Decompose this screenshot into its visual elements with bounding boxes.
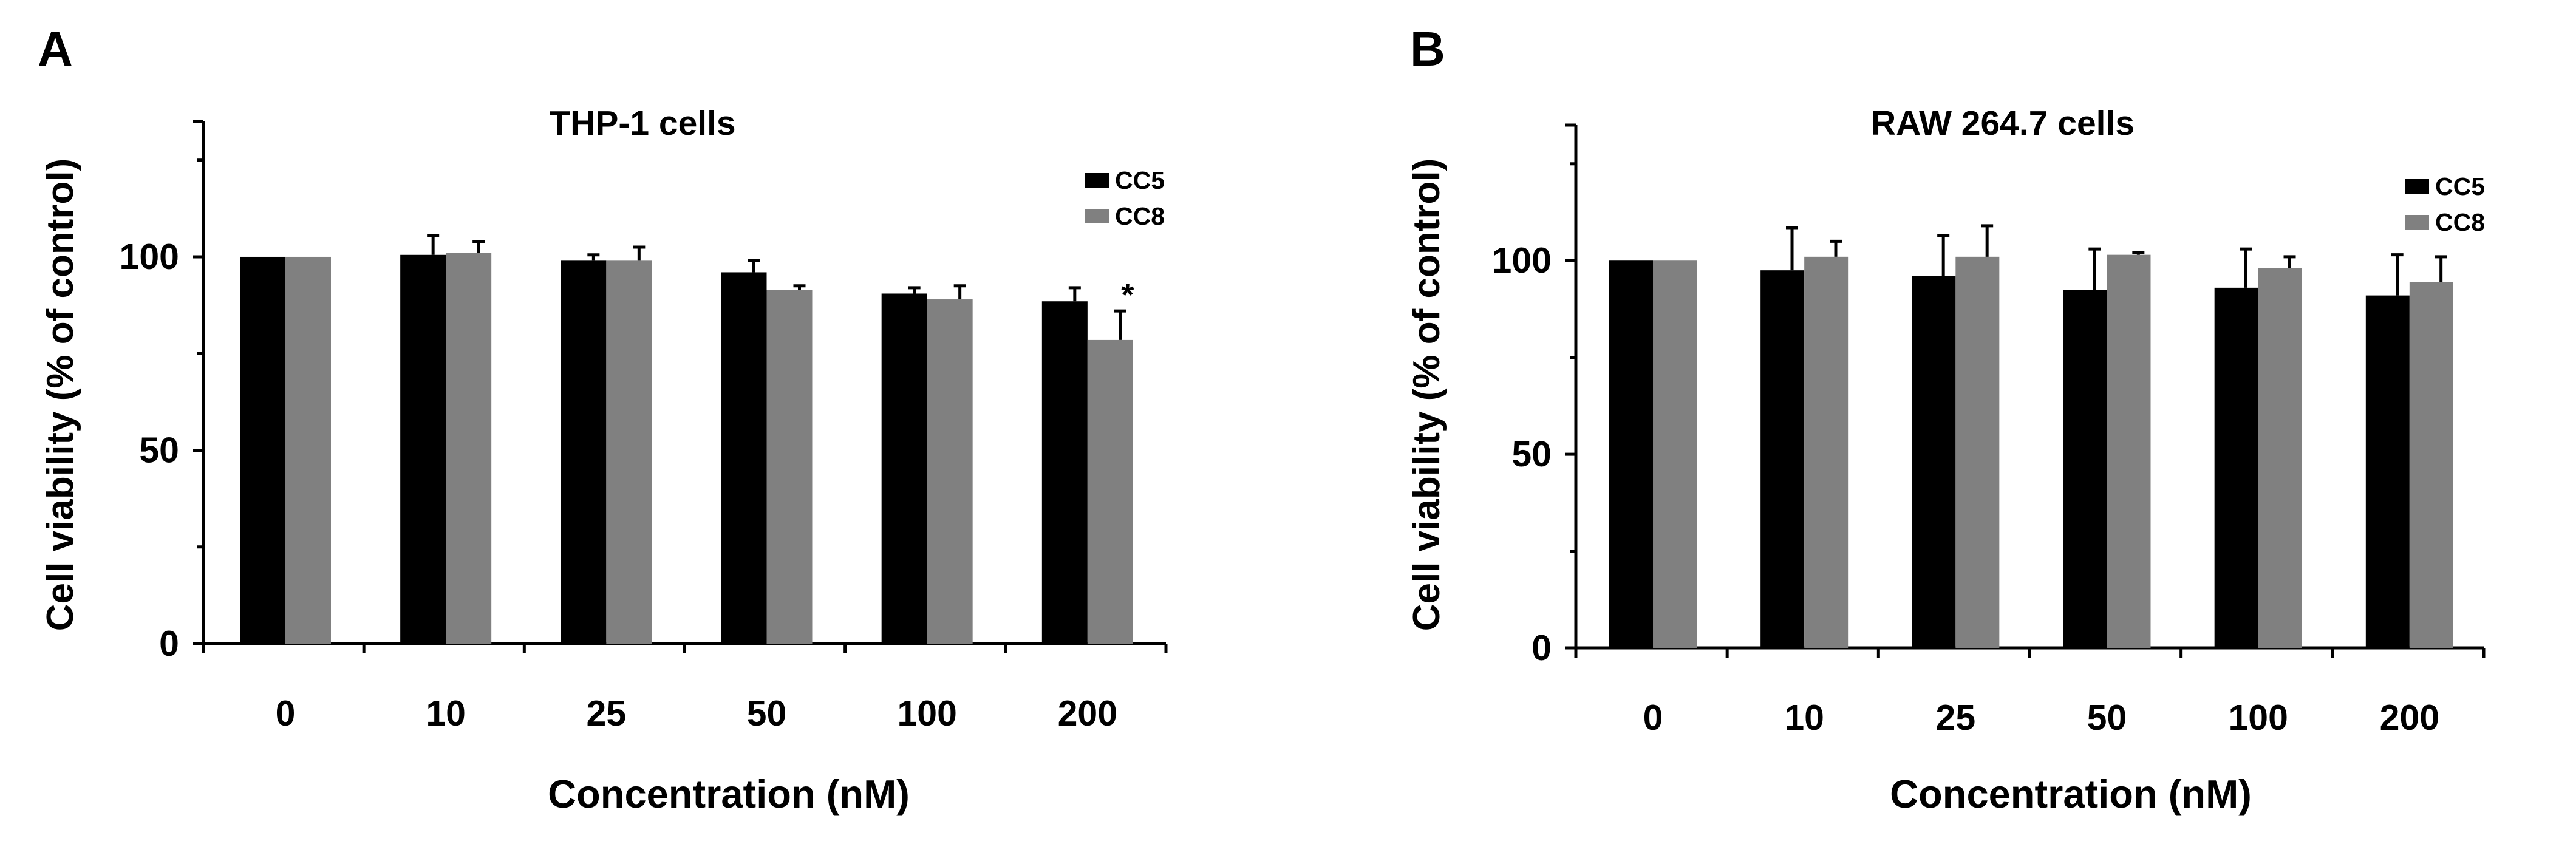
chart-a-x-axis-label: Concentration (nM) [548,772,910,816]
chart-a-x-tick-label: 50 [747,693,787,733]
chart-b-legend-swatch-cc5 [2405,179,2429,194]
chart-a-bar-cc5-25 [561,260,607,644]
chart-a-x-tick-label: 100 [897,693,956,733]
chart-b-y-tick-label: 50 [1511,434,1552,474]
chart-a-legend-label-cc5: CC5 [1115,166,1165,194]
chart-a-bar-cc5-100 [881,293,927,644]
chart-a-y-axis-label: Cell viability (% of control) [39,158,81,631]
chart-a-legend-swatch-cc8 [1085,209,1109,223]
chart-a-plot: 0 50 100 0 10 25 50 100 * 200 CC5 CC8 [120,120,1168,733]
chart-a-title: THP-1 cells [549,104,735,143]
chart-a-bar-cc8-200 [1087,339,1133,644]
chart-a-y-tick-label: 50 [139,430,179,470]
chart-a-x-tick-label: 25 [587,693,627,733]
chart-b-x-tick-label: 0 [1643,698,1663,738]
chart-b-bar-cc5-200 [2365,295,2410,648]
chart-b-y-tick-label: 0 [1532,628,1552,668]
chart-a-y-tick-label: 100 [120,237,179,277]
chart-a-x-tick-label: 0 [276,693,296,733]
chart-b-legend-label-cc8: CC8 [2435,208,2485,236]
chart-a-bar-cc5-50 [721,272,767,644]
chart-a-significance-mark: * [1121,277,1134,313]
chart-a-x-tick-label: 200 [1058,693,1117,733]
chart-a-bar-cc8-10 [446,253,492,644]
chart-b-bar-cc8-50 [2107,254,2151,648]
chart-b-bar-cc8-100 [2258,268,2302,648]
chart-b-legend-swatch-cc8 [2405,215,2429,230]
chart-b-legend-label-cc5: CC5 [2435,172,2485,200]
chart-b-bar-cc5-100 [2214,287,2258,648]
chart-a-bar-cc5-0 [240,256,285,644]
chart-b-bar-cc8-200 [2409,282,2453,648]
chart-b-x-tick-label: 25 [1936,698,1976,738]
chart-a-x-tick-label: 10 [426,693,466,733]
chart-a-bar-cc8-50 [766,290,813,644]
chart-b-bar-cc5-10 [1760,270,1805,648]
chart-b-bar-cc5-50 [2063,290,2107,648]
chart-b-y-tick-label: 100 [1492,240,1552,281]
chart-b-bar-cc8-0 [1653,260,1697,648]
chart-b-x-axis-label: Concentration (nM) [1890,772,2252,816]
chart-a-bar-cc8-100 [927,299,973,644]
chart-a-y-tick-label: 0 [159,624,179,664]
chart-b-y-axis-label: Cell viability (% of control) [1406,158,1448,631]
chart-a-bar-cc8-0 [285,256,331,644]
chart-a-bar-cc5-200 [1041,301,1088,644]
chart-b-plot: 0 50 100 0 10 25 50 100 200 CC5 CC8 [1492,123,2486,738]
chart-a-bar-cc8-25 [606,260,652,644]
chart-b-x-tick-label: 200 [2380,698,2439,738]
chart-b-x-tick-label: 50 [2087,698,2127,738]
chart-a-legend-swatch-cc5 [1085,173,1109,188]
panel-letter-b: B [1410,22,1445,76]
chart-a-legend-label-cc8: CC8 [1115,202,1165,230]
chart-a-bar-cc5-10 [400,254,446,644]
chart-b-title: RAW 264.7 cells [1871,104,2135,143]
chart-b-x-tick-label: 100 [2228,698,2288,738]
chart-b-bar-cc5-0 [1609,260,1653,648]
panel-letter-a: A [38,22,73,76]
chart-b-x-tick-label: 10 [1784,698,1824,738]
chart-b-bar-cc8-10 [1804,256,1849,648]
chart-b-bar-cc5-25 [1912,276,1956,648]
chart-b-bar-cc8-25 [1955,256,2000,648]
